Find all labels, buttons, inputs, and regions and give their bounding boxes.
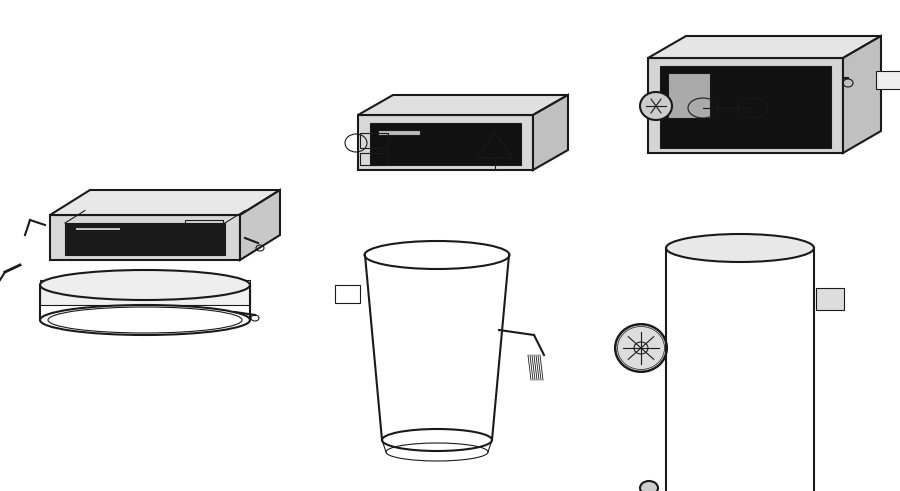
Polygon shape [648,36,881,58]
Bar [816,288,844,310]
Ellipse shape [40,270,250,300]
Bar [335,285,360,303]
Polygon shape [533,95,568,170]
Ellipse shape [640,481,658,491]
Polygon shape [50,190,280,215]
Polygon shape [358,115,533,170]
Polygon shape [660,66,831,148]
Polygon shape [40,280,250,305]
Polygon shape [378,130,420,135]
Polygon shape [843,36,881,153]
Polygon shape [668,73,710,118]
Ellipse shape [640,92,672,120]
Bar [360,133,388,148]
Polygon shape [75,227,120,230]
Polygon shape [50,215,240,260]
Polygon shape [65,223,225,255]
Bar [185,220,223,248]
Bar [876,71,900,89]
Polygon shape [370,123,521,165]
Polygon shape [240,190,280,260]
Polygon shape [648,58,843,153]
Bar [360,153,388,165]
Ellipse shape [615,324,667,372]
Polygon shape [358,95,568,115]
Ellipse shape [666,234,814,262]
